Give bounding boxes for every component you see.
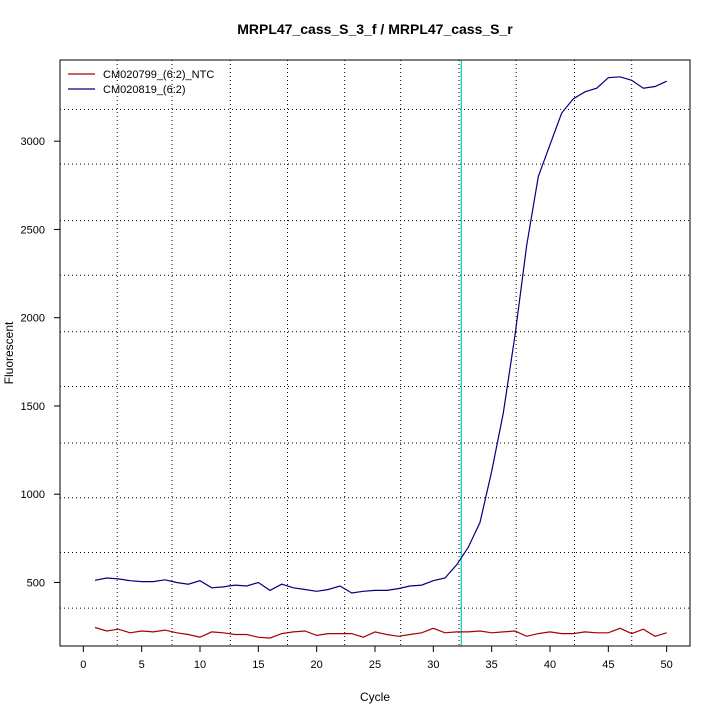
y-tick-label: 2000	[21, 313, 45, 325]
y-tick-label: 1500	[21, 401, 45, 413]
y-tick-label: 3000	[21, 136, 45, 148]
plot-frame	[59, 59, 691, 647]
y-tick-label: 1000	[21, 489, 45, 501]
x-tick-label: 10	[194, 659, 206, 671]
y-axis-label: Fluorescent	[2, 321, 16, 384]
x-tick-label: 40	[544, 659, 556, 671]
x-axis-label: Cycle	[360, 690, 390, 704]
series-line-1	[94, 626, 667, 639]
y-tick-label: 2500	[21, 224, 45, 236]
series-layer	[94, 76, 667, 639]
x-tick-label: 35	[486, 659, 498, 671]
chart-title: MRPL47_cass_S_3_f / MRPL47_cass_S_r	[237, 21, 513, 37]
legend-label-1: CM020799_(6:2)_NTC	[103, 69, 214, 81]
x-tick-label: 15	[252, 659, 264, 671]
legend: CM020799_(6:2)_NTC CM020819_(6:2)	[68, 69, 214, 96]
x-tick-label: 50	[661, 659, 673, 671]
x-axis: 0 5 10 15 20 25 30 35 40 45 50	[80, 645, 673, 671]
x-tick-label: 30	[427, 659, 439, 671]
x-tick-label: 0	[80, 659, 86, 671]
x-tick-label: 5	[139, 659, 145, 671]
x-tick-label: 45	[602, 659, 614, 671]
legend-label-2: CM020819_(6:2)	[103, 84, 186, 96]
grid	[60, 60, 690, 646]
x-tick-label: 25	[369, 659, 381, 671]
y-tick-label: 500	[27, 577, 45, 589]
series-line-2	[94, 76, 667, 594]
x-tick-label: 20	[311, 659, 323, 671]
y-axis: 500 1000 1500 2000 2500 3000	[21, 136, 61, 589]
